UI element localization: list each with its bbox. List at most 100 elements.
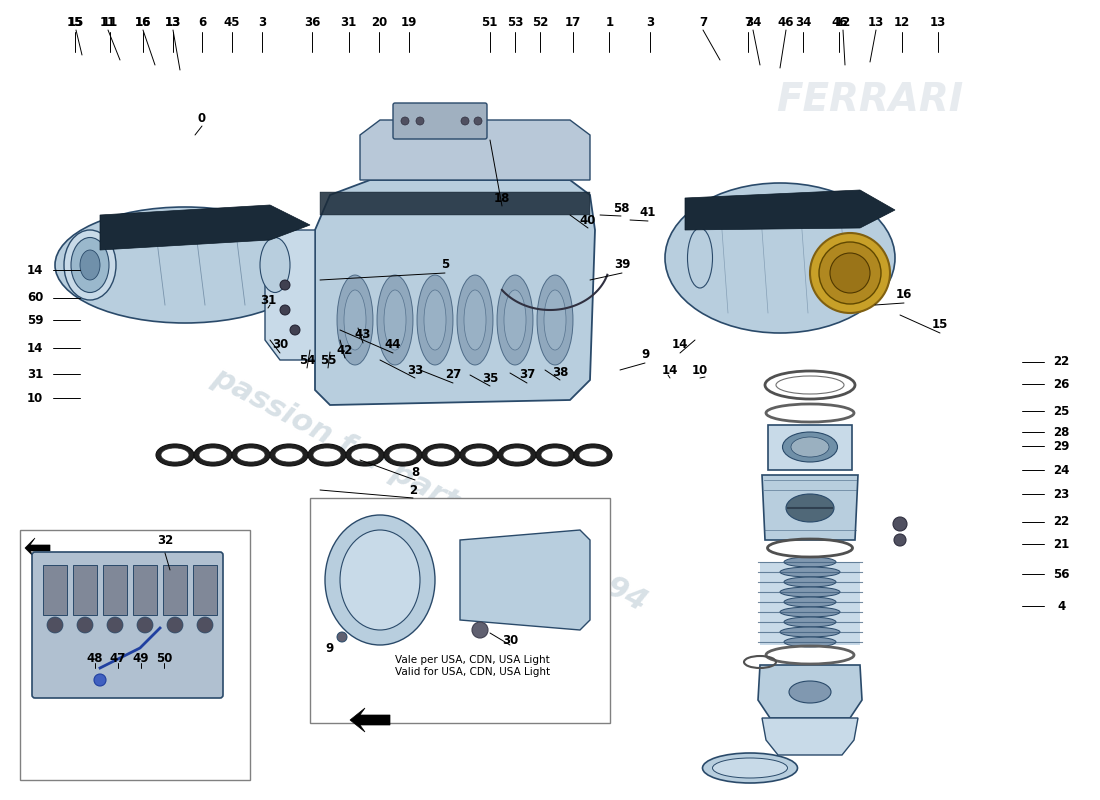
Text: 31: 31 <box>341 15 356 29</box>
Text: 7: 7 <box>698 15 707 29</box>
Ellipse shape <box>384 290 406 350</box>
Text: 0: 0 <box>198 111 206 125</box>
Ellipse shape <box>574 444 612 466</box>
Polygon shape <box>685 190 895 230</box>
Ellipse shape <box>389 448 417 462</box>
Ellipse shape <box>344 290 366 350</box>
Text: 4: 4 <box>1057 600 1066 613</box>
Text: 55: 55 <box>320 354 337 366</box>
Ellipse shape <box>820 242 881 304</box>
Text: 6: 6 <box>198 15 207 29</box>
Ellipse shape <box>80 250 100 280</box>
Bar <box>103 565 127 615</box>
Text: 16: 16 <box>135 15 151 29</box>
Text: 58: 58 <box>613 202 629 214</box>
Polygon shape <box>265 230 315 360</box>
Ellipse shape <box>810 233 890 313</box>
Text: 59: 59 <box>26 314 44 326</box>
Ellipse shape <box>537 275 573 365</box>
Bar <box>73 565 97 615</box>
Text: 24: 24 <box>1054 464 1069 477</box>
Ellipse shape <box>340 530 420 630</box>
Text: 12: 12 <box>835 15 851 29</box>
Text: 41: 41 <box>640 206 657 219</box>
Ellipse shape <box>377 275 412 365</box>
Ellipse shape <box>55 207 315 323</box>
Text: 51: 51 <box>482 15 497 29</box>
Text: 7: 7 <box>744 15 752 29</box>
Ellipse shape <box>270 444 308 466</box>
Bar <box>192 565 217 615</box>
Text: 5: 5 <box>441 258 449 271</box>
Ellipse shape <box>324 515 435 645</box>
Ellipse shape <box>780 627 840 637</box>
Text: 16: 16 <box>895 289 912 302</box>
Polygon shape <box>762 475 858 540</box>
Text: 9: 9 <box>326 642 334 654</box>
Text: 45: 45 <box>224 15 240 29</box>
Circle shape <box>461 117 469 125</box>
Text: FERRARI: FERRARI <box>777 81 964 119</box>
Text: 40: 40 <box>580 214 596 226</box>
Ellipse shape <box>784 577 836 587</box>
Text: 37: 37 <box>519 369 535 382</box>
Circle shape <box>107 617 123 633</box>
Polygon shape <box>350 708 390 732</box>
Polygon shape <box>360 120 590 180</box>
Text: 23: 23 <box>1054 488 1069 501</box>
Text: 14: 14 <box>28 264 43 277</box>
Text: 10: 10 <box>28 392 43 405</box>
Ellipse shape <box>427 448 455 462</box>
Text: 36: 36 <box>305 15 320 29</box>
Circle shape <box>280 305 290 315</box>
Ellipse shape <box>666 183 895 333</box>
Ellipse shape <box>64 230 116 300</box>
Text: 14: 14 <box>28 342 43 354</box>
Text: 3: 3 <box>257 15 266 29</box>
Text: 52: 52 <box>532 15 548 29</box>
Ellipse shape <box>161 448 189 462</box>
Ellipse shape <box>791 437 829 457</box>
Ellipse shape <box>544 290 566 350</box>
Circle shape <box>472 622 488 638</box>
Text: 19: 19 <box>402 15 417 29</box>
Text: 1: 1 <box>605 15 614 29</box>
Text: 13: 13 <box>165 15 182 29</box>
Text: 44: 44 <box>385 338 402 351</box>
Ellipse shape <box>351 448 380 462</box>
Circle shape <box>337 632 346 642</box>
Text: 9: 9 <box>641 349 649 362</box>
Polygon shape <box>460 530 590 630</box>
FancyBboxPatch shape <box>393 103 487 139</box>
Text: 22: 22 <box>1054 355 1069 368</box>
Ellipse shape <box>194 444 232 466</box>
Circle shape <box>280 280 290 290</box>
Circle shape <box>77 617 94 633</box>
Text: 38: 38 <box>552 366 569 378</box>
Text: 13: 13 <box>165 15 180 29</box>
Ellipse shape <box>703 753 798 783</box>
Circle shape <box>167 617 183 633</box>
FancyBboxPatch shape <box>32 552 223 698</box>
Text: 14: 14 <box>662 363 679 377</box>
Text: 25: 25 <box>1054 405 1069 418</box>
Text: 29: 29 <box>1054 440 1069 453</box>
Text: 46: 46 <box>778 15 794 29</box>
Text: Vale per USA, CDN, USA Light: Vale per USA, CDN, USA Light <box>395 655 550 665</box>
Text: 35: 35 <box>482 371 498 385</box>
Circle shape <box>197 617 213 633</box>
Text: 34: 34 <box>795 15 811 29</box>
Circle shape <box>94 674 106 686</box>
Ellipse shape <box>236 448 265 462</box>
Circle shape <box>402 117 409 125</box>
Ellipse shape <box>784 557 836 567</box>
Polygon shape <box>100 205 310 250</box>
Ellipse shape <box>460 444 498 466</box>
Text: 26: 26 <box>1054 378 1069 390</box>
Ellipse shape <box>417 275 453 365</box>
Bar <box>133 565 157 615</box>
Polygon shape <box>760 562 860 645</box>
Ellipse shape <box>384 444 422 466</box>
Text: 48: 48 <box>87 651 103 665</box>
Ellipse shape <box>784 637 836 647</box>
